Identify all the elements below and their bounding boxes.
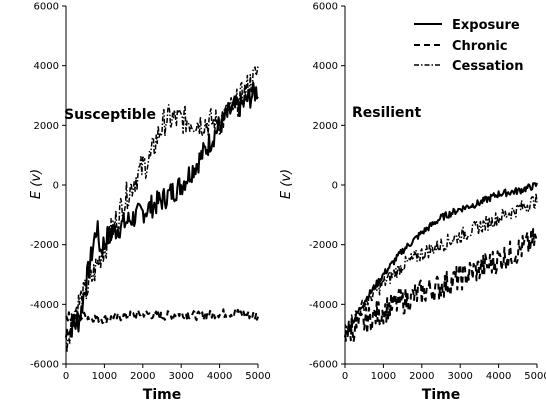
legend-label-chronic: Chronic	[452, 39, 508, 54]
legend-item-chronic: Chronic	[414, 39, 508, 54]
x-tick-label: 5000	[524, 371, 546, 382]
x-axis-label-right: Time	[422, 387, 460, 402]
y-tick-label: 6000	[34, 2, 59, 13]
panel-label-susceptible: Susceptible	[64, 107, 156, 123]
x-tick-label: 2000	[409, 371, 434, 382]
x-tick-label: 2000	[130, 371, 155, 382]
y-tick-label: -2000	[30, 240, 59, 251]
legend-label-cessation: Cessation	[452, 59, 523, 74]
legend: Exposure Chronic Cessation	[414, 18, 523, 74]
y-tick-label: -4000	[309, 300, 338, 311]
y-tick-label: -2000	[309, 240, 338, 251]
x-tick-label: 1000	[92, 371, 117, 382]
y-tick-label: -6000	[30, 360, 59, 371]
x-axis-label-left: Time	[143, 387, 181, 402]
y-tick-label: 6000	[313, 2, 338, 13]
y-tick-label: -4000	[30, 300, 59, 311]
x-tick-label: 3000	[168, 371, 193, 382]
series-line-exposure	[344, 182, 538, 338]
y-tick-label: 0	[53, 181, 59, 192]
x-tick-label: 4000	[207, 371, 232, 382]
y-tick-label: 4000	[34, 61, 59, 72]
series-line-cessation	[65, 66, 259, 354]
series-line-cessation	[344, 192, 538, 332]
y-tick-label: 2000	[313, 121, 338, 132]
y-tick-label: -6000	[309, 360, 338, 371]
x-tick-label: 4000	[486, 371, 511, 382]
x-tick-label: 0	[63, 371, 69, 382]
series-line-chronic	[65, 308, 259, 325]
legend-item-cessation: Cessation	[414, 59, 523, 74]
x-tick-label: 3000	[447, 371, 472, 382]
panel-susceptible: Susceptible Time E (v) 0 1000 2000 3000 4000…	[29, 2, 271, 402]
series-line-chronic	[344, 228, 538, 343]
x-tick-label: 5000	[245, 371, 270, 382]
legend-label-exposure: Exposure	[452, 18, 520, 33]
legend-item-exposure: Exposure	[414, 18, 520, 33]
panel-resilient: Resilient Time E (v) 0 1000 2000 3000 4000 50…	[279, 2, 546, 402]
y-tick-label: 4000	[313, 61, 338, 72]
x-tick-label: 0	[342, 371, 348, 382]
panel-label-resilient: Resilient	[352, 105, 421, 121]
y-axis-label-left: E (v)	[29, 169, 44, 199]
y-tick-label: 2000	[34, 121, 59, 132]
x-tick-label: 1000	[371, 371, 396, 382]
y-tick-label: 0	[332, 181, 338, 192]
series-line-exposure	[65, 81, 259, 338]
y-axis-label-right: E (v)	[279, 169, 294, 199]
